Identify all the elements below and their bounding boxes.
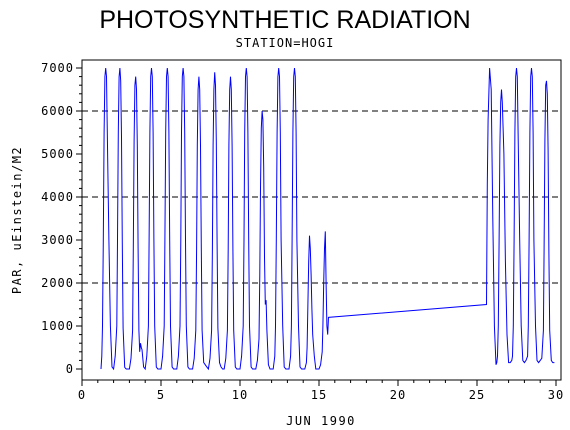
x-tick-label: 30 xyxy=(548,388,564,402)
x-tick-label: 0 xyxy=(78,388,86,402)
series-layer xyxy=(100,67,555,371)
x-tick-label: 10 xyxy=(232,388,248,402)
series-line xyxy=(100,67,555,371)
y-tick-label: 6000 xyxy=(41,104,74,118)
y-tick-label: 3000 xyxy=(41,233,74,247)
x-axis-label: JUN 1990 xyxy=(286,414,356,428)
y-axis-label: PAR, uEinstein/M2 xyxy=(10,146,24,294)
x-tick-label: 15 xyxy=(311,388,327,402)
y-tick-label: 1000 xyxy=(41,319,74,333)
x-tick-label: 5 xyxy=(157,388,165,402)
plot-frame xyxy=(81,59,562,381)
x-tick-label: 20 xyxy=(390,388,406,402)
chart-subtitle: STATION=HOGI xyxy=(236,36,335,50)
y-tick-label: 5000 xyxy=(41,147,74,161)
y-tick-label: 2000 xyxy=(41,276,74,290)
y-tick-label: 4000 xyxy=(41,190,74,204)
x-tick-label: 25 xyxy=(469,388,485,402)
y-axis: 0 1000 2000 3000 4000 5000 6000 7000 xyxy=(41,61,82,376)
chart-title: PHOTOSYNTHETIC RADIATION xyxy=(99,6,470,34)
y-tick-label: 0 xyxy=(66,362,74,376)
x-axis: 0 5 10 15 20 25 30 xyxy=(78,380,564,402)
y-tick-label: 7000 xyxy=(41,61,74,75)
